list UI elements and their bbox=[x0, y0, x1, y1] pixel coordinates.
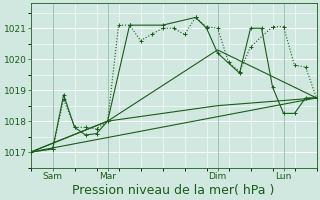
X-axis label: Pression niveau de la mer( hPa ): Pression niveau de la mer( hPa ) bbox=[72, 184, 275, 197]
